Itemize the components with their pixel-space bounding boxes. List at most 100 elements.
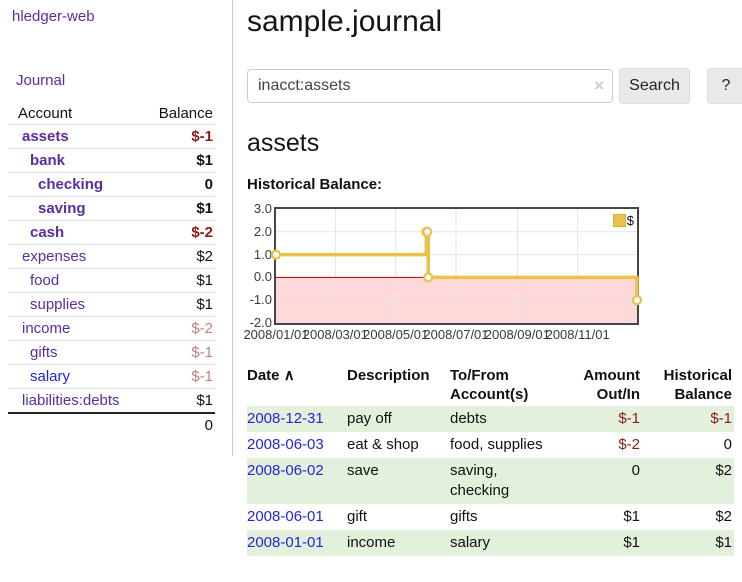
x-axis-tick-label: 2008/01/01: [243, 327, 309, 342]
sidebar-account-link[interactable]: income: [22, 320, 71, 337]
accounts-header-account: Account: [18, 105, 73, 122]
page-title: sample.journal: [247, 5, 443, 38]
historical-balance-chart: 3.0 2.0 1.0 0.0 -1.0 -2.0 $ 2008/01/01 2008/03…: [243, 201, 722, 348]
sidebar-account-balance: $1: [196, 296, 213, 313]
transaction-date-link[interactable]: 2008-12-31: [247, 410, 324, 427]
transaction-description: gift: [347, 508, 368, 525]
transaction-balance: $2: [715, 462, 732, 479]
transaction-amount: 0: [631, 462, 640, 479]
account-row: gifts $-1: [8, 341, 215, 365]
search-input[interactable]: [247, 69, 613, 103]
account-row: cash $-2: [8, 221, 215, 245]
transaction-date-link[interactable]: 2008-01-01: [247, 534, 324, 551]
transaction-balance: $-1: [710, 410, 732, 427]
transaction-date-link[interactable]: 2008-06-03: [247, 436, 324, 453]
register-row: 2008-06-01 gift gifts $1 $2: [247, 504, 734, 530]
search-input-wrap: ×: [247, 68, 613, 104]
accounts-total-value: 0: [204, 417, 213, 434]
sidebar-account-balance: $-2: [191, 320, 213, 337]
transaction-description: pay off: [347, 410, 392, 427]
account-row: checking 0: [8, 173, 215, 197]
y-axis-tick-label: 0.0: [253, 269, 272, 285]
transaction-amount: $-2: [618, 436, 640, 453]
transaction-description: save: [347, 462, 379, 479]
transaction-accounts: food, supplies: [450, 436, 543, 453]
account-row: food $1: [8, 269, 215, 293]
transaction-amount: $1: [623, 534, 640, 551]
sidebar-account-balance: $1: [196, 392, 213, 409]
accounts-table-header-row: Account Balance: [8, 105, 215, 125]
register-row: 2008-06-03 eat & shop food, supplies $-2 0: [247, 432, 734, 458]
sidebar-account-link[interactable]: supplies: [30, 296, 86, 313]
sidebar-account-balance: $-1: [191, 368, 213, 385]
sidebar-account-link[interactable]: cash: [30, 224, 65, 241]
sidebar-account-link[interactable]: checking: [38, 176, 104, 193]
sidebar-account-link[interactable]: expenses: [22, 248, 87, 265]
sidebar-account-balance: $2: [196, 248, 213, 265]
chart-title: Historical Balance:: [247, 176, 383, 193]
sidebar-account-link[interactable]: assets: [22, 128, 69, 145]
account-row: salary $-1: [8, 365, 215, 389]
transaction-accounts: salary: [450, 534, 491, 551]
nav-journal-link[interactable]: Journal: [16, 72, 66, 89]
sidebar-account-link[interactable]: food: [30, 272, 60, 289]
clear-search-icon[interactable]: ×: [594, 76, 604, 95]
transaction-balance: 0: [723, 436, 732, 453]
account-row: expenses $2: [8, 245, 215, 269]
accounts-total-row: 0: [8, 413, 215, 437]
sidebar-account-link[interactable]: gifts: [30, 344, 58, 361]
transaction-accounts: checking: [450, 482, 510, 499]
transaction-accounts: debts: [450, 410, 487, 427]
x-axis-tick-label: 2008/09/01: [484, 327, 550, 342]
app-window: hledger-web Journal Account Balance asse…: [0, 0, 742, 556]
col-header-date[interactable]: Date ∧: [247, 364, 347, 406]
y-axis-tick-label: -1.0: [249, 292, 272, 308]
transaction-amount: $1: [623, 508, 640, 525]
col-header-amount: Amount Out/In: [583, 367, 640, 403]
sidebar-account-link[interactable]: saving: [38, 200, 86, 217]
main-content: sample.journal × Search ? assets Histori…: [233, 0, 742, 556]
sidebar-account-link[interactable]: bank: [30, 152, 66, 169]
y-axis-tick-label: 3.0: [253, 201, 272, 216]
sort-ascending-icon: ∧: [283, 367, 295, 384]
col-header-accounts: To/From Account(s): [450, 367, 529, 403]
register-row: 2008-01-01 income salary $1 $1: [247, 530, 734, 556]
brand-link[interactable]: hledger-web: [12, 8, 95, 25]
y-axis-tick-label: -2.0: [249, 315, 272, 330]
account-row: income $-2: [8, 317, 215, 341]
chart-plot-area: $: [270, 207, 643, 325]
sidebar-account-balance: $-1: [191, 128, 213, 145]
x-axis-tick-label: 2008/11/01: [545, 327, 610, 342]
account-row: supplies $1: [8, 293, 215, 317]
register-row: 2008-12-31 pay off debts $-1 $-1: [247, 406, 734, 432]
sidebar-account-balance: $-2: [191, 224, 213, 241]
help-button[interactable]: ?: [707, 68, 742, 104]
transaction-accounts: gifts: [450, 508, 478, 525]
sidebar: hledger-web Journal Account Balance asse…: [0, 0, 233, 456]
account-row: assets $-1: [8, 125, 215, 149]
sidebar-account-link[interactable]: salary: [30, 368, 71, 385]
sidebar-account-balance: $-1: [191, 344, 213, 361]
transaction-date-link[interactable]: 2008-06-02: [247, 462, 324, 479]
transaction-balance: $2: [715, 508, 732, 525]
accounts-table: Account Balance assets $-1 bank $1 checking 0…: [8, 105, 215, 437]
sidebar-account-link[interactable]: liabilities:debts: [22, 392, 120, 409]
account-row: liabilities:debts $1: [8, 389, 215, 413]
transaction-balance: $1: [715, 534, 732, 551]
sidebar-account-balance: $1: [196, 200, 213, 217]
x-axis-tick-label: 2008/03/01: [302, 327, 368, 342]
transaction-description: eat & shop: [347, 436, 419, 453]
account-heading: assets: [247, 129, 320, 157]
transaction-accounts: saving,: [450, 462, 498, 479]
transaction-date-link[interactable]: 2008-06-01: [247, 508, 324, 525]
transaction-description: income: [347, 534, 396, 551]
sidebar-account-balance: $1: [196, 272, 213, 289]
search-button[interactable]: Search: [619, 68, 690, 104]
register-row: 2008-06-02 save saving, checking 0 $2: [247, 458, 734, 504]
x-axis-tick-label: 2008/07/01: [423, 327, 489, 342]
transaction-amount: $-1: [618, 410, 640, 427]
col-header-date-label: Date: [247, 367, 280, 384]
account-row: saving $1: [8, 197, 215, 221]
x-axis-tick-label: 2008/05/01: [363, 327, 429, 342]
chart-legend: $: [612, 213, 634, 228]
